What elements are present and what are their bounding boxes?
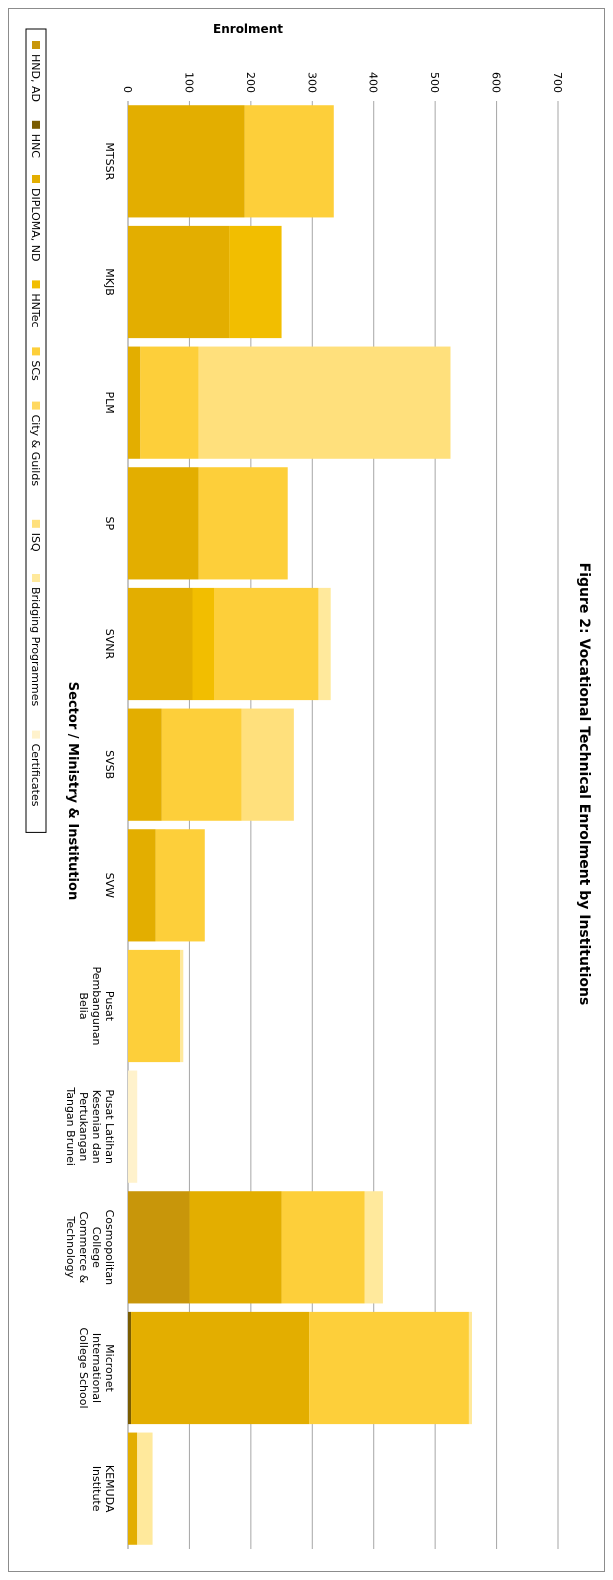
bar-segment (155, 829, 205, 942)
x-axis-label: Sector / Ministry & Institution (65, 682, 80, 900)
legend-swatch (32, 347, 40, 356)
chart-frame: Figure 2: Vocational Technical Enrolment… (8, 8, 605, 1572)
y-axis-label: Enrolment (213, 22, 283, 36)
legend-swatch (32, 175, 40, 183)
legend-swatch (32, 574, 40, 582)
x-tick-label: MicronetInternationalCollege School (77, 1327, 116, 1408)
bar-segment (127, 829, 156, 942)
y-tick-label: 400 (367, 72, 380, 93)
x-tick-label: SVSB (103, 750, 116, 779)
gridlines (127, 101, 559, 1549)
legend-label: ISQ (29, 533, 42, 552)
legend-label: Bridging Programmes (29, 587, 42, 706)
bar-segment (131, 1311, 310, 1425)
legend-swatch (32, 401, 40, 410)
y-ticks: 0 100 200 300 400 500 600 700 (121, 72, 564, 93)
legend-swatch (32, 730, 40, 739)
bar-segment (244, 105, 334, 218)
bar-segment (127, 708, 162, 821)
bar-segment (198, 346, 451, 459)
legend-swatch (32, 519, 40, 528)
legend-label: HNTec (29, 293, 42, 327)
legend-swatch (32, 120, 40, 129)
bar-segment (318, 587, 331, 701)
legend-label: Certificates (29, 744, 42, 807)
x-tick-label: SVW (103, 873, 116, 899)
x-tick-label: SP (103, 517, 116, 531)
bar-segment (137, 1432, 153, 1545)
y-tick-label: 200 (244, 72, 257, 93)
legend-label: HND, AD (29, 54, 42, 102)
bar-segment (128, 1432, 138, 1545)
x-tick-label: CosmopolitanCollegeCommerce &Technology (64, 1210, 116, 1285)
x-tick-label: MTSSR (103, 142, 116, 180)
bar-segment (128, 1070, 138, 1183)
legend-label: DIPLOMA, ND (29, 188, 42, 261)
bar-segment (128, 587, 193, 701)
bar-segment (127, 1191, 190, 1304)
bar-segment (128, 1311, 132, 1425)
y-tick-label: 600 (490, 72, 503, 93)
y-tick-label: 0 (121, 86, 134, 93)
legend-label: HNC (29, 134, 42, 159)
bar-segment (161, 708, 242, 821)
bar-segment (140, 346, 199, 459)
y-tick-label: 500 (428, 72, 441, 93)
bar-segment (281, 1191, 365, 1304)
bars (127, 105, 472, 1545)
bar-segment (192, 587, 214, 701)
x-ticks: MTSSR MKJB PLM SP SVNR SVSB SVW PusatPembanguna… (64, 142, 116, 1512)
bar-segment (180, 949, 184, 1063)
bar-segment (127, 346, 141, 459)
bar-segment (128, 225, 230, 339)
y-tick-label: 100 (182, 72, 195, 93)
legend-label: City & Guilds (29, 415, 42, 487)
legend-label: SCs (29, 360, 42, 381)
bar-segment (309, 1311, 469, 1425)
y-tick-label: 700 (551, 72, 564, 93)
x-tick-label: PLM (103, 392, 116, 414)
bar-segment (364, 1191, 383, 1304)
chart: Figure 2: Vocational Technical Enrolment… (25, 22, 592, 1549)
legend-box (25, 28, 47, 833)
bar-segment (198, 467, 288, 580)
bar-segment (189, 1191, 282, 1304)
bar-segment (213, 587, 319, 701)
x-tick-label: KEMUDAInstitute (90, 1465, 116, 1513)
x-tick-label: SVNR (103, 629, 116, 660)
bar-segment (229, 225, 282, 339)
bar-segment (127, 467, 199, 580)
x-tick-label: MKJB (103, 268, 116, 296)
bar-segment (128, 105, 245, 218)
bar-segment (468, 1311, 472, 1425)
chart-title: Figure 2: Vocational Technical Enrolment… (576, 563, 592, 1006)
legend-swatch (32, 280, 40, 289)
legend-swatch (32, 41, 40, 49)
legend: HND, AD HNC DIPLOMA, ND HNTec SCs City & Guil… (25, 28, 47, 833)
y-tick-label: 300 (305, 72, 318, 93)
x-tick-label: Pusat LatihanKesenian danPertukanganTang… (64, 1086, 116, 1166)
x-tick-label: PusatPembangunanBelia (77, 966, 116, 1045)
bar-segment (128, 949, 181, 1063)
bar-segment (241, 708, 294, 821)
